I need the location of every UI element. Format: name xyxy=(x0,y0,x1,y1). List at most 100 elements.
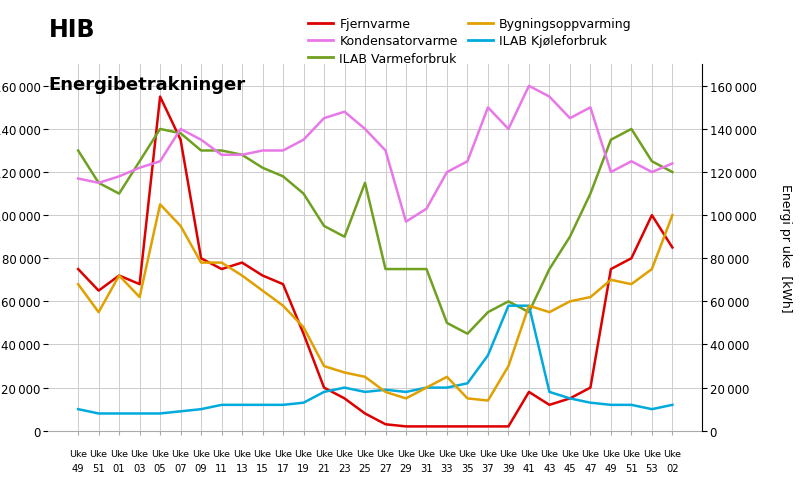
ILAB Kjøleforbruk xyxy=(135,411,144,417)
Bygningsoppvarming xyxy=(647,267,657,273)
Kondensatorvarme xyxy=(381,148,391,154)
ILAB Kjøleforbruk xyxy=(237,402,247,408)
Line: ILAB Kjøleforbruk: ILAB Kjøleforbruk xyxy=(78,306,672,414)
ILAB Kjøleforbruk xyxy=(586,400,596,406)
ILAB Varmeforbruk xyxy=(504,299,513,305)
Bygningsoppvarming xyxy=(94,310,103,316)
ILAB Varmeforbruk xyxy=(135,159,144,165)
Kondensatorvarme xyxy=(504,127,513,133)
Text: 09: 09 xyxy=(194,463,207,473)
ILAB Kjøleforbruk xyxy=(320,389,329,395)
Text: 03: 03 xyxy=(133,463,146,473)
Kondensatorvarme xyxy=(217,152,227,158)
Bygningsoppvarming xyxy=(299,325,308,331)
Fjernvarme xyxy=(299,331,308,337)
Text: Energibetrakninger: Energibetrakninger xyxy=(48,76,245,94)
Text: 07: 07 xyxy=(174,463,187,473)
Fjernvarme xyxy=(340,396,349,402)
ILAB Kjøleforbruk xyxy=(667,402,677,408)
Bygningsoppvarming xyxy=(545,310,554,316)
Fjernvarme xyxy=(401,423,411,429)
Fjernvarme xyxy=(381,421,391,427)
ILAB Kjøleforbruk xyxy=(176,408,186,414)
Kondensatorvarme xyxy=(401,219,411,225)
ILAB Kjøleforbruk xyxy=(360,389,370,395)
ILAB Kjøleforbruk xyxy=(647,406,657,412)
Fjernvarme xyxy=(278,282,288,288)
Text: Uke: Uke xyxy=(336,449,353,458)
Text: 25: 25 xyxy=(358,463,371,473)
ILAB Varmeforbruk xyxy=(73,148,83,154)
ILAB Kjøleforbruk xyxy=(626,402,636,408)
Fjernvarme xyxy=(462,423,472,429)
Text: 19: 19 xyxy=(297,463,310,473)
Text: Uke: Uke xyxy=(356,449,374,458)
ILAB Kjøleforbruk xyxy=(462,381,472,387)
Text: Uke: Uke xyxy=(561,449,579,458)
Fjernvarme xyxy=(237,260,247,266)
Text: 37: 37 xyxy=(482,463,494,473)
Fjernvarme xyxy=(257,273,267,279)
Fjernvarme xyxy=(442,423,452,429)
Text: Uke: Uke xyxy=(541,449,558,458)
ILAB Kjøleforbruk xyxy=(442,385,452,391)
Fjernvarme xyxy=(360,411,370,417)
ILAB Kjøleforbruk xyxy=(278,402,288,408)
Text: Uke: Uke xyxy=(90,449,107,458)
Text: Uke: Uke xyxy=(479,449,497,458)
ILAB Kjøleforbruk xyxy=(196,406,206,412)
ILAB Kjøleforbruk xyxy=(340,385,349,391)
Bygningsoppvarming xyxy=(155,202,165,208)
ILAB Kjøleforbruk xyxy=(257,402,267,408)
Text: Uke: Uke xyxy=(172,449,190,458)
Bygningsoppvarming xyxy=(115,273,124,279)
Kondensatorvarme xyxy=(299,137,308,143)
ILAB Varmeforbruk xyxy=(462,331,472,337)
Text: 29: 29 xyxy=(399,463,412,473)
Kondensatorvarme xyxy=(237,152,247,158)
Bygningsoppvarming xyxy=(565,299,575,305)
Fjernvarme xyxy=(73,267,83,273)
Kondensatorvarme xyxy=(176,127,186,133)
Fjernvarme xyxy=(217,267,227,273)
ILAB Kjøleforbruk xyxy=(483,353,493,359)
Fjernvarme xyxy=(626,256,636,262)
Text: 11: 11 xyxy=(215,463,228,473)
Text: 49: 49 xyxy=(604,463,617,473)
Text: 17: 17 xyxy=(277,463,290,473)
ILAB Varmeforbruk xyxy=(626,127,636,133)
Bygningsoppvarming xyxy=(462,396,472,402)
Text: Uke: Uke xyxy=(500,449,517,458)
Text: 43: 43 xyxy=(543,463,556,473)
Text: 39: 39 xyxy=(502,463,515,473)
Bygningsoppvarming xyxy=(626,282,636,288)
Fjernvarme xyxy=(155,94,165,100)
Kondensatorvarme xyxy=(626,159,636,165)
Text: Uke: Uke xyxy=(602,449,620,458)
Bygningsoppvarming xyxy=(401,396,411,402)
Fjernvarme xyxy=(196,256,206,262)
ILAB Kjøleforbruk xyxy=(504,303,513,309)
Fjernvarme xyxy=(176,137,186,143)
Bygningsoppvarming xyxy=(196,260,206,266)
ILAB Varmeforbruk xyxy=(237,152,247,158)
ILAB Varmeforbruk xyxy=(545,267,554,273)
Kondensatorvarme xyxy=(442,170,452,176)
Fjernvarme xyxy=(483,423,493,429)
Line: Kondensatorvarme: Kondensatorvarme xyxy=(78,87,672,222)
ILAB Varmeforbruk xyxy=(401,267,411,273)
Text: HIB: HIB xyxy=(48,18,95,42)
ILAB Varmeforbruk xyxy=(565,234,575,240)
Fjernvarme xyxy=(606,267,616,273)
ILAB Kjøleforbruk xyxy=(94,411,103,417)
ILAB Kjøleforbruk xyxy=(115,411,124,417)
ILAB Kjøleforbruk xyxy=(401,389,411,395)
Text: Uke: Uke xyxy=(110,449,128,458)
Text: Uke: Uke xyxy=(520,449,538,458)
Bygningsoppvarming xyxy=(504,363,513,369)
Bygningsoppvarming xyxy=(135,295,144,301)
Text: 53: 53 xyxy=(646,463,659,473)
ILAB Kjøleforbruk xyxy=(217,402,227,408)
Bygningsoppvarming xyxy=(320,363,329,369)
Text: 31: 31 xyxy=(420,463,433,473)
